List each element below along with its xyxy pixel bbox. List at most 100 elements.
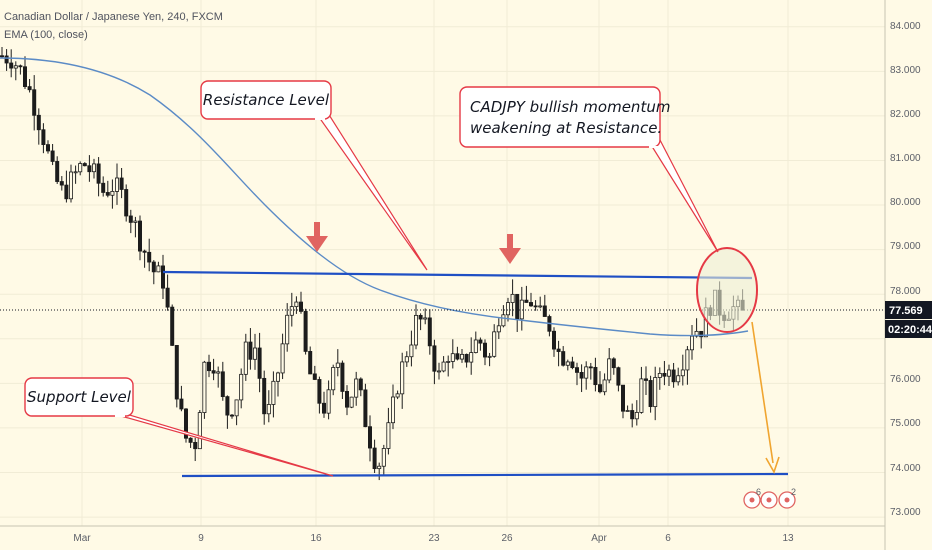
symbol-title[interactable]: Canadian Dollar / Japanese Yen, 240, FXC… <box>4 11 223 23</box>
candle-up <box>216 371 221 374</box>
candle-down <box>36 114 41 131</box>
candle-up <box>331 367 336 391</box>
candle-up <box>266 404 271 415</box>
candle-down <box>248 341 253 360</box>
candle-down <box>179 398 184 410</box>
candle-up <box>492 331 497 357</box>
time-axis[interactable]: Mar 9 16 23 26 Apr 6 13 <box>73 533 794 544</box>
candle-up <box>280 343 285 374</box>
candle-down <box>64 184 69 200</box>
candle-down <box>87 165 92 173</box>
candle-up <box>110 191 115 196</box>
candle-down <box>32 89 37 116</box>
candle-down <box>427 317 432 347</box>
candle-up <box>519 299 524 320</box>
candle-down <box>211 370 216 374</box>
price-tick: 83.000 <box>890 65 921 76</box>
candle-up <box>409 344 414 358</box>
candle-down <box>312 373 317 380</box>
support-line[interactable] <box>181 472 789 478</box>
event-dot-icon <box>766 497 772 503</box>
candle-down <box>82 163 87 167</box>
candle-up <box>252 347 257 360</box>
candle-down <box>27 86 32 91</box>
note-callout[interactable]: CADJPY bullish momentum weakening at Res… <box>459 86 719 253</box>
candle-down <box>308 351 313 375</box>
candle-down <box>552 330 557 350</box>
ema-line <box>0 57 749 337</box>
candle-down <box>46 144 51 152</box>
candle-down <box>588 366 593 369</box>
candle-up <box>285 314 290 345</box>
candle-up <box>115 177 120 192</box>
candle-up <box>607 358 612 381</box>
candle-down <box>616 367 621 386</box>
candle-down <box>598 384 603 393</box>
price-tick: 74.000 <box>890 463 921 474</box>
candle-up <box>690 335 695 351</box>
event-dot-icon <box>749 497 755 503</box>
candle-down <box>9 62 14 69</box>
event-dot-icon <box>784 497 790 503</box>
candle-down <box>533 305 538 308</box>
candle-down <box>630 410 635 420</box>
candle-down <box>96 163 101 184</box>
candle-down <box>257 347 262 379</box>
candle-up <box>234 399 239 417</box>
candle-down <box>50 150 55 162</box>
candle-up <box>469 352 474 363</box>
candle-up <box>473 339 478 353</box>
candle-up <box>275 372 280 382</box>
candle-up <box>377 465 382 470</box>
support-callout[interactable]: Support Level <box>24 377 334 477</box>
candle-up <box>423 317 428 320</box>
candle-down <box>367 426 372 449</box>
price-tick: 82.000 <box>890 109 921 120</box>
time-tick: 6 <box>665 533 671 544</box>
resistance-line[interactable] <box>162 270 753 280</box>
candle-up <box>446 361 451 363</box>
highlight-circle[interactable] <box>696 247 758 333</box>
time-tick: 9 <box>198 533 204 544</box>
candle-up <box>404 356 409 363</box>
event-badges[interactable]: 6 2 <box>743 487 796 509</box>
price-tick: 73.000 <box>890 507 921 518</box>
candle-down <box>220 371 225 398</box>
resistance-callout[interactable]: Resistance Level <box>200 80 428 271</box>
indicator-legend[interactable]: EMA (100, close) <box>4 29 88 41</box>
candle-up <box>73 171 78 174</box>
candle-down <box>0 55 4 58</box>
price-tick: 78.000 <box>890 286 921 297</box>
candle-down <box>699 330 704 338</box>
candle-down <box>372 447 377 470</box>
current-price-tag[interactable]: 77.569 <box>885 301 932 319</box>
candle-down <box>570 361 575 369</box>
price-tick: 84.000 <box>890 21 921 32</box>
price-tick: 80.000 <box>890 197 921 208</box>
candle-up <box>271 380 276 405</box>
candle-up <box>326 389 331 414</box>
candle-down <box>303 310 308 352</box>
candle-up <box>197 412 202 450</box>
candle-up <box>395 393 400 398</box>
candle-down <box>575 367 580 373</box>
candle-down <box>464 353 469 363</box>
projection-arrow[interactable] <box>751 321 780 474</box>
candle-down <box>579 372 584 379</box>
candle-up <box>239 373 244 401</box>
candle-down <box>671 369 676 383</box>
candle-down <box>344 391 349 408</box>
candle-down <box>229 414 234 417</box>
candle-down <box>147 251 152 263</box>
candle-down <box>542 305 547 317</box>
candle-down <box>128 215 133 223</box>
candle-down <box>55 161 60 182</box>
candle-down <box>151 261 156 273</box>
down-arrow-marker <box>306 222 328 252</box>
candle-up <box>496 325 501 333</box>
candle-up <box>538 305 543 308</box>
candle-down <box>432 345 437 372</box>
price-tick: 79.000 <box>890 241 921 252</box>
